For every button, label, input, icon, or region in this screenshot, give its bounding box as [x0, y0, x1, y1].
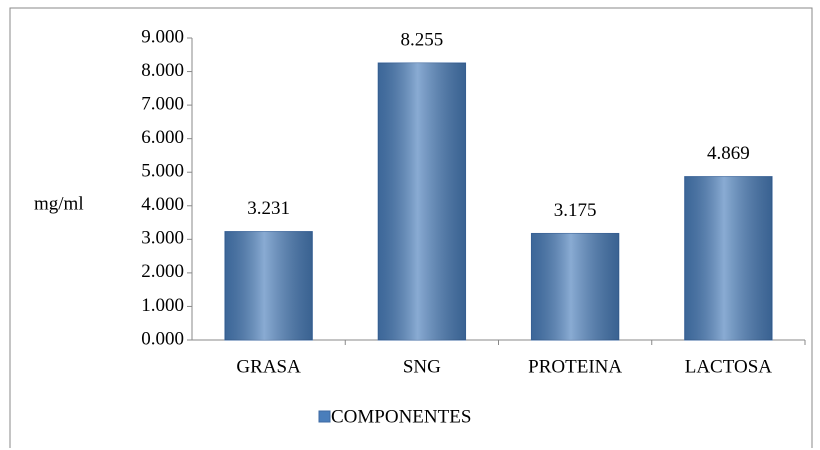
data-label: 8.255 [401, 29, 444, 50]
y-tick-label: 5.000 [141, 161, 184, 182]
x-tick-label: PROTEINA [528, 356, 622, 377]
y-tick-label: 4.000 [141, 194, 184, 215]
y-tick-label: 3.000 [141, 228, 184, 249]
y-tick-label: 1.000 [141, 295, 184, 316]
data-label: 4.869 [707, 143, 750, 164]
y-tick-label: 0.000 [141, 328, 184, 349]
data-label: 3.231 [247, 198, 290, 219]
x-tick-label: GRASA [236, 356, 301, 377]
x-tick-label: SNG [403, 356, 441, 377]
y-tick-label: 2.000 [141, 261, 184, 282]
y-tick-label: 9.000 [141, 26, 184, 47]
data-label: 3.175 [554, 200, 597, 221]
legend-swatch [318, 410, 331, 423]
bar [377, 62, 467, 341]
y-tick-label: 7.000 [141, 93, 184, 114]
bar [684, 176, 773, 341]
bar [530, 232, 620, 341]
y-axis-label: mg/ml [34, 193, 84, 214]
chart-frame [9, 7, 813, 448]
bar [224, 231, 313, 341]
x-tick-label: LACTOSA [685, 356, 773, 377]
y-tick-label: 8.000 [141, 60, 184, 81]
legend-label: COMPONENTES [331, 406, 471, 427]
y-tick-label: 6.000 [141, 127, 184, 148]
